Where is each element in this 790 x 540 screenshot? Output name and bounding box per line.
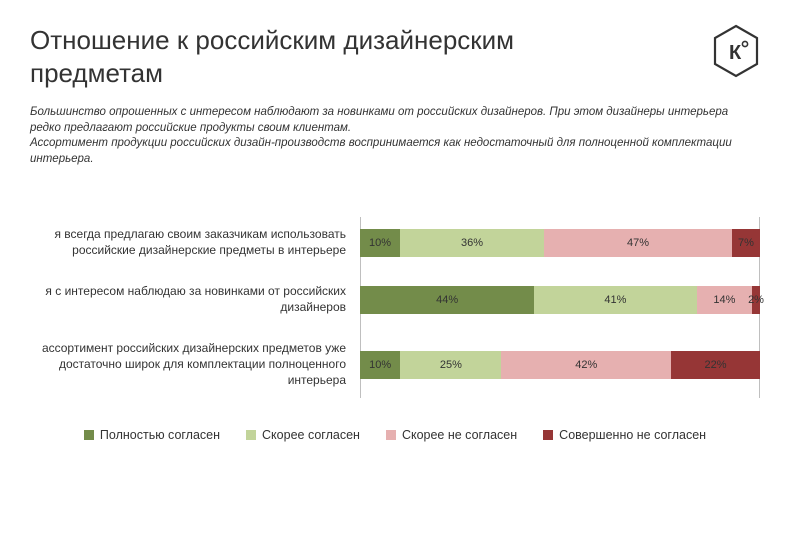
bar-segment: 2%: [752, 286, 760, 314]
chart-row: ассортимент российских дизайнерских пред…: [30, 341, 760, 388]
row-label: я всегда предлагаю своим заказчикам испо…: [30, 227, 360, 258]
bar-segment: 10%: [360, 229, 400, 257]
legend-label: Скорее согласен: [262, 428, 360, 442]
bar-segment: 14%: [697, 286, 752, 314]
bar-segment: 25%: [400, 351, 501, 379]
row-label: я с интересом наблюдаю за новинками от р…: [30, 284, 360, 315]
legend-label: Совершенно не согласен: [559, 428, 706, 442]
page-title: Отношение к российским дизайнерским пред…: [30, 24, 590, 89]
subtitle-text: Большинство опрошенных с интересом наблю…: [30, 105, 750, 167]
bar-segment: 10%: [360, 351, 400, 379]
legend-swatch: [543, 430, 553, 440]
legend-item: Скорее согласен: [246, 428, 360, 442]
legend-swatch: [246, 430, 256, 440]
bar-segment: 7%: [732, 229, 760, 257]
legend-label: Полностью согласен: [100, 428, 220, 442]
attitude-chart: я всегда предлагаю своим заказчикам испо…: [30, 217, 760, 398]
legend-swatch: [386, 430, 396, 440]
chart-legend: Полностью согласен Скорее согласен Скорее …: [30, 428, 760, 442]
stacked-bar: 10%36%47%7%: [360, 229, 760, 257]
bar-segment: 22%: [671, 351, 760, 379]
bar-segment: 47%: [544, 229, 732, 257]
bar-segment: 44%: [360, 286, 534, 314]
legend-swatch: [84, 430, 94, 440]
bar-segment: 36%: [400, 229, 544, 257]
legend-item: Полностью согласен: [84, 428, 220, 442]
stacked-bar: 44%41%14%2%: [360, 286, 760, 314]
legend-item: Скорее не согласен: [386, 428, 517, 442]
bar-segment: 42%: [501, 351, 671, 379]
legend-label: Скорее не согласен: [402, 428, 517, 442]
chart-row: я с интересом наблюдаю за новинками от р…: [30, 284, 760, 315]
stacked-bar: 10%25%42%22%: [360, 351, 760, 379]
brand-logo-icon: К: [712, 24, 760, 78]
svg-text:К: К: [729, 42, 742, 64]
legend-item: Совершенно не согласен: [543, 428, 706, 442]
bar-segment: 41%: [534, 286, 696, 314]
chart-row: я всегда предлагаю своим заказчикам испо…: [30, 227, 760, 258]
row-label: ассортимент российских дизайнерских пред…: [30, 341, 360, 388]
